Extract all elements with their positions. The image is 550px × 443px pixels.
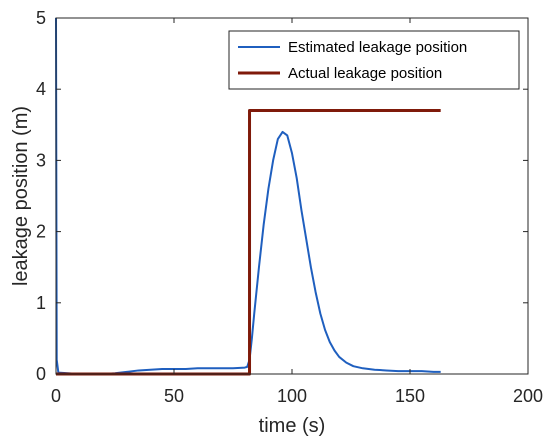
legend: Estimated leakage position Actual leakage… <box>228 30 520 90</box>
x-tick-label: 200 <box>513 386 543 406</box>
legend-box <box>228 30 520 90</box>
x-tick-label: 100 <box>277 386 307 406</box>
legend-label-2: Actual leakage position <box>288 65 442 82</box>
y-tick-label: 4 <box>36 79 46 99</box>
x-tick-label: 150 <box>395 386 425 406</box>
y-tick-label: 0 <box>36 364 46 384</box>
y-tick-label: 2 <box>36 222 46 242</box>
y-tick-label: 1 <box>36 293 46 313</box>
x-tick-label: 0 <box>51 386 61 406</box>
series-line-1 <box>55 17 441 375</box>
x-tick-label: 50 <box>164 386 184 406</box>
ticks-layer: 0 50 100 150 200 0 1 2 3 4 5 <box>36 8 543 406</box>
y-tick-label: 5 <box>36 8 46 28</box>
y-axis-title: leakage position (m) <box>10 106 32 286</box>
x-axis-title: time (s) <box>259 415 326 437</box>
legend-label-1: Estimated leakage position <box>288 39 467 56</box>
y-tick-label: 3 <box>36 150 46 170</box>
